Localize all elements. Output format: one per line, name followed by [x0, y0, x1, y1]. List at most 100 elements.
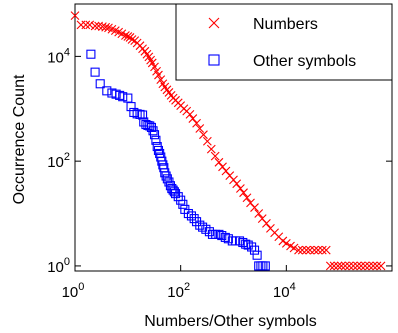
data-point	[360, 261, 370, 271]
data-point	[247, 242, 257, 252]
data-point	[76, 20, 86, 30]
data-point	[129, 107, 139, 118]
data-point	[208, 17, 220, 29]
data-point	[210, 151, 220, 161]
data-point	[132, 109, 142, 119]
data-point	[254, 209, 264, 218]
legend-entry: Numbers	[208, 16, 318, 33]
x-tick-label: 100	[62, 281, 85, 301]
y-tick-label: 104	[47, 46, 70, 66]
data-point	[135, 109, 145, 119]
data-point	[214, 157, 224, 167]
data-point	[192, 118, 201, 128]
data-point	[121, 31, 130, 40]
data-point	[325, 261, 335, 271]
x-tick-label: 102	[167, 281, 190, 301]
data-point	[262, 218, 271, 228]
data-point	[241, 239, 251, 249]
data-point	[289, 243, 299, 253]
data-point	[356, 261, 366, 271]
data-point	[81, 20, 91, 30]
data-point	[102, 86, 112, 96]
data-point	[294, 245, 303, 255]
legend-entry: Other symbols	[208, 53, 356, 70]
data-point	[95, 79, 105, 89]
data-point	[101, 22, 111, 32]
data-point	[160, 168, 170, 178]
data-point	[186, 211, 197, 221]
data-point	[310, 245, 319, 255]
data-point	[70, 11, 80, 21]
data-point	[364, 261, 374, 271]
data-point	[94, 21, 104, 31]
data-point	[214, 229, 224, 239]
data-point	[127, 35, 137, 44]
legend-label: Other symbols	[253, 53, 356, 70]
data-point	[340, 261, 350, 271]
data-point	[138, 110, 148, 120]
data-point	[188, 114, 198, 123]
data-point	[118, 92, 128, 102]
data-point	[178, 199, 188, 209]
data-point	[250, 203, 259, 212]
data-point	[145, 121, 155, 131]
data-point	[352, 261, 362, 271]
data-point	[199, 130, 208, 140]
data-point	[372, 261, 382, 271]
series-numbers	[70, 11, 386, 271]
data-point	[90, 21, 100, 31]
data-point	[146, 55, 156, 65]
data-point	[149, 130, 160, 140]
data-point	[368, 261, 378, 271]
data-point	[146, 122, 157, 132]
legend-box	[175, 3, 393, 81]
data-point	[126, 102, 136, 112]
data-point	[252, 250, 262, 260]
legend-label: Numbers	[253, 16, 318, 33]
data-point	[202, 136, 212, 146]
x-axis-label: Numbers/Other symbols	[144, 313, 317, 330]
data-point	[234, 236, 245, 246]
series-layer	[70, 11, 386, 271]
data-point	[260, 261, 270, 271]
data-point	[317, 245, 327, 255]
data-point	[242, 193, 252, 203]
data-point	[232, 179, 242, 189]
legend: Numbers Other symbols	[175, 3, 393, 81]
data-point	[313, 245, 323, 255]
data-point	[249, 245, 260, 255]
y-axis-label: Occurrence Count	[11, 74, 28, 204]
series-other-symbols	[86, 49, 270, 271]
data-point	[156, 75, 166, 85]
data-point	[333, 261, 343, 271]
data-point	[170, 189, 181, 199]
data-point	[153, 145, 164, 156]
data-point	[208, 54, 220, 66]
data-point	[204, 227, 214, 237]
data-point	[162, 174, 172, 184]
x-tick-label: 104	[273, 281, 296, 301]
data-point	[376, 261, 386, 271]
data-point	[221, 166, 231, 176]
data-point	[281, 238, 291, 248]
data-point	[297, 245, 307, 255]
data-point	[151, 135, 161, 145]
data-point	[147, 58, 157, 68]
data-point	[185, 110, 195, 119]
data-point	[336, 261, 346, 271]
data-point	[123, 32, 133, 41]
data-point	[302, 245, 311, 255]
data-point	[195, 124, 205, 133]
data-point	[90, 67, 100, 77]
data-point	[321, 245, 331, 255]
y-tick-label: 100	[47, 256, 70, 276]
data-point	[329, 261, 339, 271]
data-point	[348, 261, 358, 271]
data-point	[243, 240, 253, 250]
data-point	[305, 245, 315, 255]
data-point	[154, 70, 163, 80]
data-point	[86, 49, 96, 59]
data-point	[150, 62, 159, 72]
y-tick-label: 102	[47, 151, 70, 171]
